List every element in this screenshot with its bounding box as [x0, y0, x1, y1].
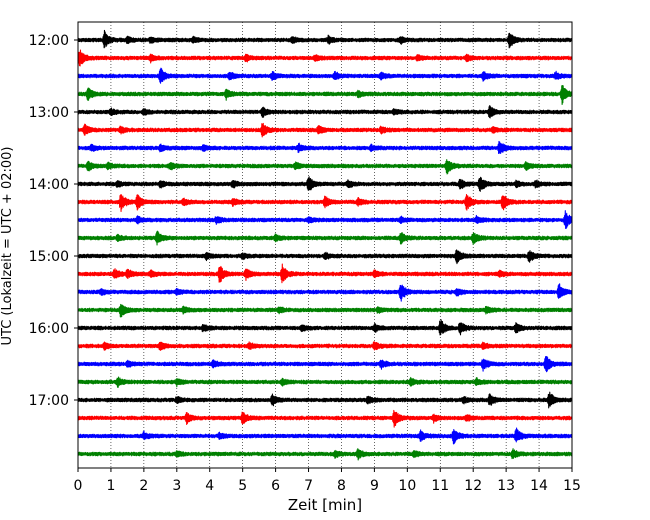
trace-row — [77, 104, 573, 119]
x-tick-label: 2 — [139, 478, 148, 494]
x-tick-label: 5 — [238, 478, 247, 494]
trace-row — [77, 249, 573, 265]
x-tick-label: 1 — [106, 478, 115, 494]
x-tick-label: 3 — [172, 478, 181, 494]
trace-row — [77, 84, 573, 106]
trace-row — [77, 409, 573, 428]
y-tick-label: 16:00 — [29, 321, 69, 337]
trace-row — [77, 49, 573, 67]
y-tick-label: 17:00 — [29, 393, 69, 409]
trace-row — [77, 122, 573, 138]
trace-row — [77, 356, 573, 373]
trace-row — [77, 67, 573, 84]
x-tick-label: 6 — [271, 478, 280, 494]
trace-row — [77, 340, 573, 351]
x-tick-label: 0 — [74, 478, 83, 494]
x-tick-label: 10 — [398, 478, 416, 494]
trace-row — [77, 376, 573, 388]
trace-row — [77, 448, 573, 461]
x-tick-label: 8 — [337, 478, 346, 494]
trace-row — [77, 194, 573, 213]
trace-row — [77, 283, 573, 302]
x-tick-label: 15 — [563, 478, 581, 494]
seismogram-traces — [77, 29, 573, 461]
plot-frame — [77, 21, 573, 469]
y-tick-label: 15:00 — [29, 249, 69, 265]
x-tick-label: 14 — [530, 478, 548, 494]
y-tick-label: 13:00 — [29, 105, 69, 121]
trace-row — [77, 263, 573, 284]
x-tick-label: 9 — [370, 478, 379, 494]
x-tick-label: 12 — [464, 478, 482, 494]
trace-row — [77, 176, 573, 192]
x-tick-label: 11 — [431, 478, 449, 494]
trace-row — [77, 427, 573, 445]
y-axis-label: UTC (Lokalzeit = UTC + 02:00) — [0, 147, 15, 346]
trace-row — [77, 159, 573, 175]
y-axis-ticks: 12:00 13:00 14:00 15:00 16:00 17:00 — [29, 33, 78, 409]
x-axis-ticks: 0 1 2 3 4 5 6 7 8 9 10 11 12 13 14 15 — [74, 468, 581, 494]
y-tick-label: 12:00 — [29, 33, 69, 49]
y-tick-label: 14:00 — [29, 177, 69, 193]
x-axis-label: Zeit [min] — [288, 496, 362, 514]
x-tick-label: 13 — [497, 478, 515, 494]
trace-row — [77, 391, 573, 409]
trace-row — [77, 140, 573, 155]
trace-row — [77, 303, 573, 318]
x-tick-label: 4 — [205, 478, 214, 494]
trace-row — [77, 230, 573, 246]
trace-row — [77, 210, 573, 229]
x-tick-label: 7 — [304, 478, 313, 494]
trace-row — [77, 319, 573, 336]
trace-row — [77, 29, 573, 49]
